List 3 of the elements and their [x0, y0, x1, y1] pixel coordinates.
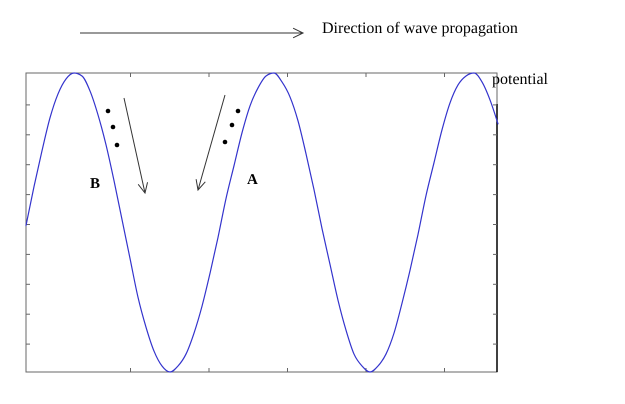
text: Direction of wave propagation [322, 20, 518, 37]
annotation: B [90, 176, 100, 192]
annotation: A [247, 172, 258, 188]
